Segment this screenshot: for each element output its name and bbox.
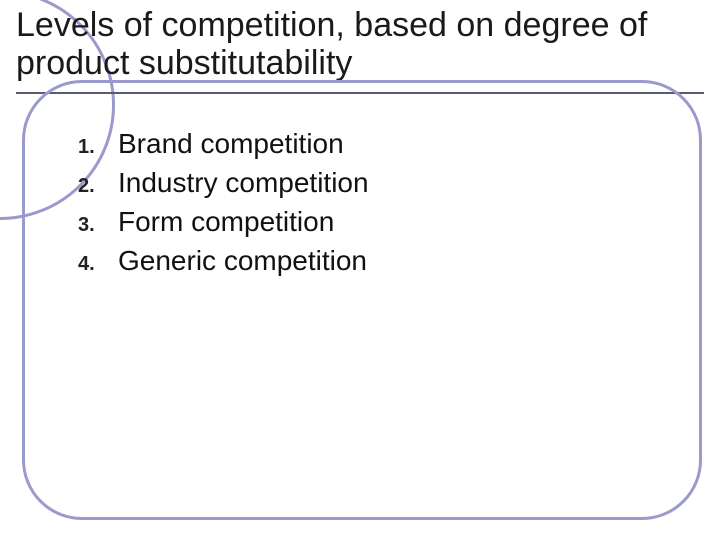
slide: Levels of competition, based on degree o… — [0, 0, 720, 540]
list-item: 2. Industry competition — [78, 165, 638, 200]
list-item-text: Industry competition — [118, 165, 369, 200]
numbered-list: 1. Brand competition 2. Industry competi… — [78, 126, 638, 282]
list-item-text: Brand competition — [118, 126, 344, 161]
list-number: 4. — [78, 253, 118, 276]
list-number: 1. — [78, 136, 118, 159]
list-item: 4. Generic competition — [78, 243, 638, 278]
list-item-text: Form competition — [118, 204, 334, 239]
list-item: 3. Form competition — [78, 204, 638, 239]
slide-title: Levels of competition, based on degree o… — [16, 6, 696, 82]
list-item-text: Generic competition — [118, 243, 367, 278]
list-number: 3. — [78, 214, 118, 237]
list-item: 1. Brand competition — [78, 126, 638, 161]
list-number: 2. — [78, 175, 118, 198]
